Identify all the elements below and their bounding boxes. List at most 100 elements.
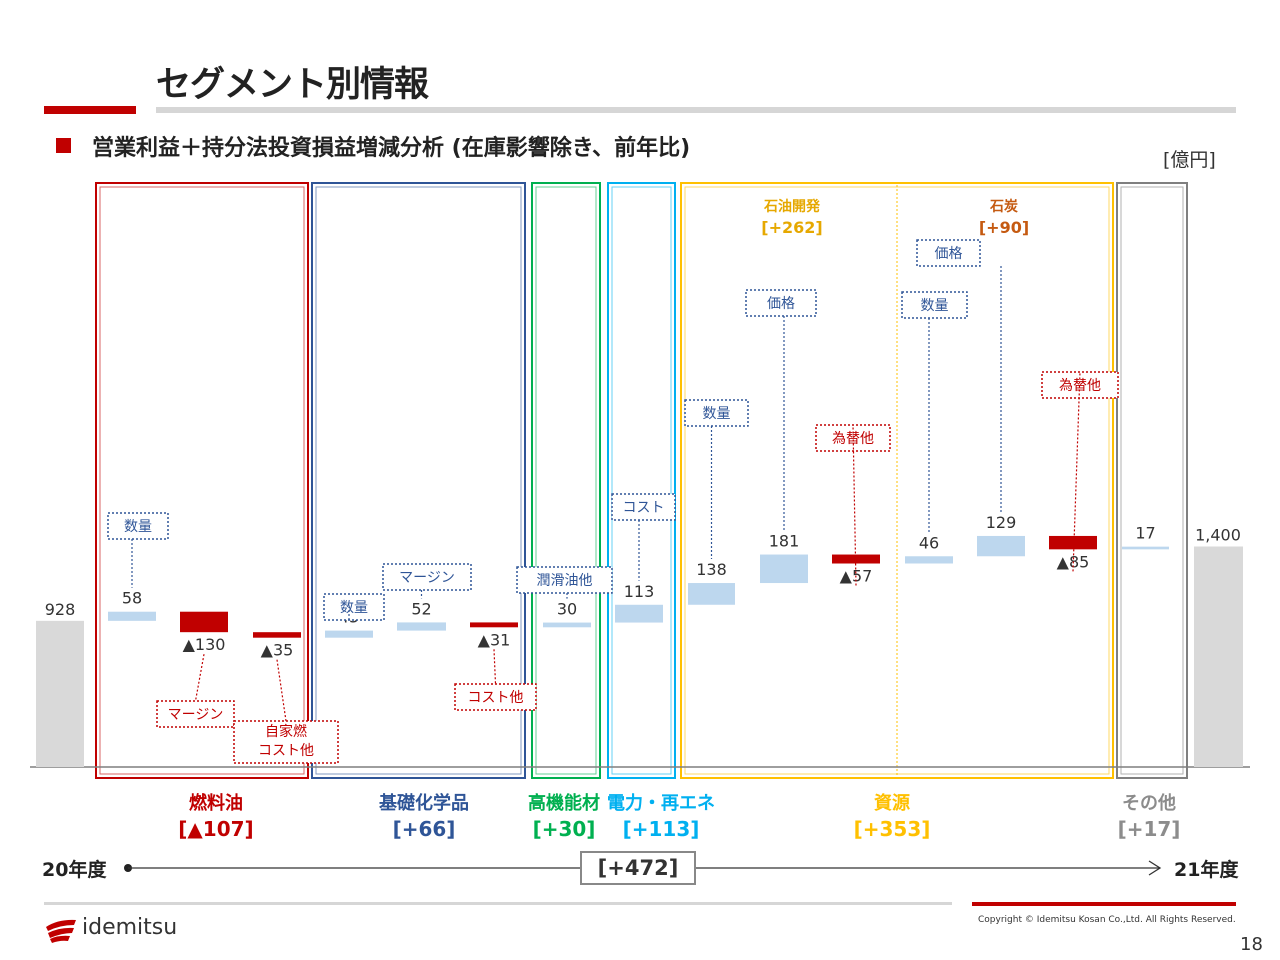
step-bar (1049, 535, 1097, 550)
segment-frame (607, 182, 676, 779)
segment-frame (531, 182, 601, 779)
step-value-label: ▲31 (478, 630, 511, 649)
step-value-label: 129 (986, 513, 1017, 532)
segment-total: [+30] (533, 817, 596, 841)
segment-name: 資源 (874, 792, 910, 814)
segment-frame-inner (535, 186, 597, 775)
step-bar (688, 583, 735, 605)
segment-frame (1116, 182, 1188, 779)
segment-name: 電力・再エネ (607, 793, 715, 814)
segment-name: 基礎化学品 (378, 792, 469, 814)
step-bar (905, 556, 953, 564)
unit-label: [億円] (1163, 149, 1216, 171)
segment-frame (680, 182, 1114, 779)
step-value-label: 113 (624, 582, 655, 601)
segment-total: [▲107] (178, 817, 253, 841)
step-bar (325, 630, 373, 638)
annotation-label: 自家燃 (265, 723, 307, 740)
end-year-label: 21年度 (1174, 859, 1239, 881)
annotation-label: マージン (399, 570, 455, 586)
timeline-arrowhead-icon (1148, 860, 1162, 876)
annotation-label: 数量 (340, 600, 368, 616)
step-bar (615, 604, 663, 623)
annotation-label: コスト他 (258, 743, 314, 759)
segment-name: その他 (1122, 792, 1176, 814)
segment-total: [+17] (1118, 817, 1181, 841)
annotation-box (233, 720, 339, 764)
chart-subtitle: 営業利益＋持分法投資損益増減分析 (在庫影響除き、前年比) (92, 136, 691, 161)
annotation-box (323, 593, 385, 621)
annotation-box (901, 291, 968, 319)
annotation-label: 価格 (935, 246, 963, 262)
sub-segment-name: 石炭 (989, 198, 1018, 215)
annotation-box (516, 566, 613, 594)
end-total-bar (1194, 546, 1243, 767)
step-value-label: 30 (557, 600, 577, 619)
idemitsu-logo-icon (46, 919, 76, 943)
annotation-box (1041, 371, 1119, 399)
annotation-label: コスト他 (468, 690, 524, 706)
step-bar (760, 554, 808, 584)
segment-frame-inner (1120, 186, 1184, 775)
overall-change-box: [+472] (580, 851, 696, 885)
segment-frame-inner (99, 186, 305, 775)
step-value-label: 181 (769, 532, 800, 551)
segment-frame-inner (315, 186, 522, 775)
annotation-box (916, 239, 981, 267)
segment-name: 高機能材 (528, 792, 600, 814)
annotation-label: マージン (168, 707, 224, 723)
annotation-leader (493, 649, 497, 685)
step-value-label: 52 (411, 599, 431, 618)
step-value-label: ▲35 (261, 641, 294, 660)
title-underline (156, 107, 1236, 113)
start-total-bar (36, 620, 84, 767)
step-bar (1122, 546, 1169, 550)
sub-segment-name: 石油開発 (763, 198, 821, 215)
annotation-leader (276, 659, 287, 722)
annotation-label: 価格 (767, 296, 795, 312)
segment-total: [+353] (854, 817, 931, 841)
page-number: 18 (1240, 934, 1263, 955)
start-total-label: 928 (45, 600, 76, 619)
segment-frame (311, 182, 526, 779)
step-value-label: 17 (1135, 524, 1155, 543)
annotation-box (156, 700, 235, 728)
end-total-label: 1,400 (1195, 526, 1241, 545)
sub-segment-total: [+262] (761, 218, 822, 237)
annotation-label: 数量 (124, 519, 152, 535)
step-bar (397, 622, 446, 631)
step-value-label: 58 (122, 589, 142, 608)
brand-name: idemitsu (82, 915, 178, 940)
bullet-square-icon (56, 138, 71, 153)
annotation-box (611, 493, 676, 521)
segment-total: [+113] (623, 817, 700, 841)
segment-name: 燃料油 (189, 792, 243, 814)
step-bar (832, 554, 880, 564)
step-bar (543, 622, 591, 628)
segment-frame-inner (611, 186, 672, 775)
step-bar (108, 611, 156, 621)
step-bar (253, 632, 301, 638)
step-value-label: 46 (919, 533, 939, 552)
annotation-box (107, 512, 169, 540)
start-year-label: 20年度 (42, 859, 107, 881)
annotation-box (684, 399, 749, 427)
copyright: Copyright © Idemitsu Kosan Co.,Ltd. All … (978, 915, 1236, 925)
annotation-box (454, 683, 537, 711)
annotation-label: 為替他 (832, 431, 874, 447)
annotation-label: 数量 (921, 298, 949, 314)
step-value-label: 138 (696, 560, 727, 579)
step-bar (977, 535, 1025, 557)
annotation-leader (1072, 371, 1081, 572)
segment-frame (95, 182, 309, 779)
annotation-label: 数量 (703, 406, 731, 422)
footer-accent (972, 902, 1236, 906)
title-underline-accent (44, 106, 136, 114)
annotation-box (745, 289, 817, 317)
step-bar (470, 622, 518, 628)
step-value-label: ▲130 (183, 635, 226, 654)
annotation-leader (194, 654, 205, 702)
annotation-label: コスト (623, 500, 665, 516)
footer-divider (44, 902, 952, 905)
